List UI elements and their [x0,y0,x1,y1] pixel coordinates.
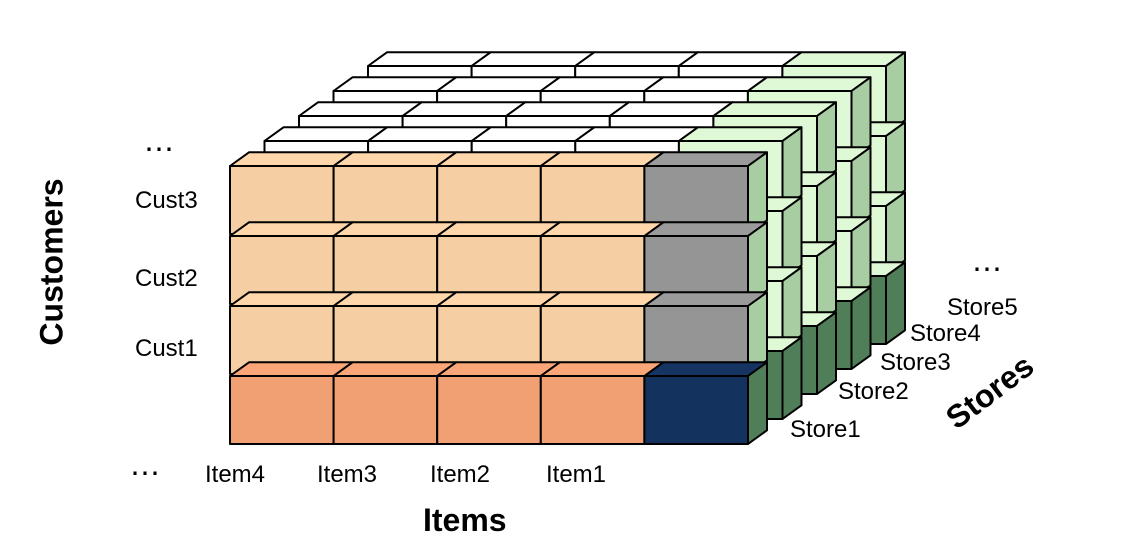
cell-L1-r0-c0-top [263,126,389,142]
store-label-store3: Store3 [880,349,951,376]
customer-label-cust3: Cust3 [135,187,198,214]
cell-L3-r0-c4-side [850,76,872,160]
cell-L0-r0-c0-top [229,151,354,167]
cell-L0-r3-c2-front [436,375,542,445]
items-ellipsis: ⋯ [130,457,162,490]
cell-L1-r2-c4-side [781,266,803,350]
stores-ellipsis: ⋯ [972,253,1004,286]
cell-L1-r1-c4-side [781,196,803,280]
cell-L0-r0-c2-top [436,151,561,167]
cell-L0-r3-c1-top [332,361,458,377]
cell-L4-r0-c4-top [781,51,906,67]
cell-L2-r1-c4-side [816,171,837,255]
store-label-store4: Store4 [910,320,981,347]
cell-L0-r1-c4-side [747,221,768,305]
cell-L0-r3-c1-front [332,375,439,445]
cell-L4-r0-c4-side [885,51,906,135]
cell-L2-r0-c1-top [401,101,527,117]
cell-L0-r2-c2-top [436,291,561,307]
cell-L4-r1-c4-side [885,121,906,205]
cell-L4-r0-c1-top [470,51,596,67]
cell-L1-r0-c4-top [677,126,803,142]
cell-L3-r1-c4-side [850,146,872,230]
item-label-item1: Item1 [546,461,607,488]
cell-L0-r3-c0-top [229,361,354,377]
item-label-item4: Item4 [205,461,266,488]
cell-L0-r2-c3-top [539,291,665,307]
cell-L3-r2-c4-side [850,216,872,300]
cell-L0-r1-c3-top [539,221,665,237]
cell-L1-r0-c4-side [781,126,803,210]
cell-L0-r3-c4-top [643,361,768,377]
cell-L4-r0-c2-top [574,51,699,67]
cell-L0-r3-c0-front [229,375,335,445]
cell-L0-r2-c4-top [643,291,768,307]
cell-L1-r3-c4-side [781,336,803,420]
store-label-store5: Store5 [947,294,1018,321]
cell-L0-r3-c3-top [539,361,665,377]
cell-L0-r0-c3-top [539,151,665,167]
cell-L3-r0-c0-top [332,76,458,92]
customers-ellipsis: ⋯ [144,133,176,166]
cell-L0-r3-c2-top [436,361,561,377]
cell-L3-r0-c3-top [643,76,768,92]
cell-L4-r3-c4-side [885,261,906,345]
cell-L0-r1-c0-top [229,221,354,237]
cell-L4-r0-c0-top [367,51,492,67]
cell-L2-r0-c3-top [608,101,734,117]
customer-label-cust2: Cust2 [135,265,198,292]
cell-L0-r2-c4-side [747,291,768,375]
cell-L3-r0-c4-top [746,76,872,92]
cell-L1-r0-c1-top [367,126,492,142]
cell-L2-r0-c4-top [712,101,837,117]
cell-L0-r2-c0-top [229,291,354,307]
cell-L2-r2-c4-side [816,241,837,325]
cell-L0-r0-c1-top [332,151,458,167]
cell-L2-r3-c4-side [816,311,837,395]
item-label-item2: Item2 [430,461,491,488]
cell-L0-r3-c4-side [747,361,768,445]
cell-L0-r3-c3-front [539,375,646,445]
cell-L0-r1-c2-top [436,221,561,237]
cell-L3-r0-c2-top [539,76,665,92]
items-axis-title: Items [423,502,507,538]
cell-L1-r0-c3-top [574,126,699,142]
store-label-store1: Store1 [790,416,861,443]
cell-L3-r0-c1-top [436,76,561,92]
cell-L2-r0-c0-top [298,101,423,117]
cell-L1-r0-c2-top [470,126,596,142]
cell-L3-r3-c4-side [850,286,872,370]
customers-axis-title: Customers [33,178,70,346]
cell-L4-r0-c3-top [677,51,803,67]
cell-L2-r0-c4-side [816,101,837,185]
cell-L4-r2-c4-side [885,191,906,275]
store-label-store2: Store2 [838,378,909,405]
cell-L0-r2-c1-top [332,291,458,307]
cell-L0-r0-c4-top [643,151,768,167]
cell-L0-r3-c4-front [643,375,749,445]
cell-L0-r1-c1-top [332,221,458,237]
cell-L2-r0-c2-top [505,101,630,117]
cell-L0-r1-c4-top [643,221,768,237]
customer-label-cust1: Cust1 [135,335,198,362]
item-label-item3: Item3 [317,461,378,488]
cell-L0-r0-c4-side [747,151,768,235]
